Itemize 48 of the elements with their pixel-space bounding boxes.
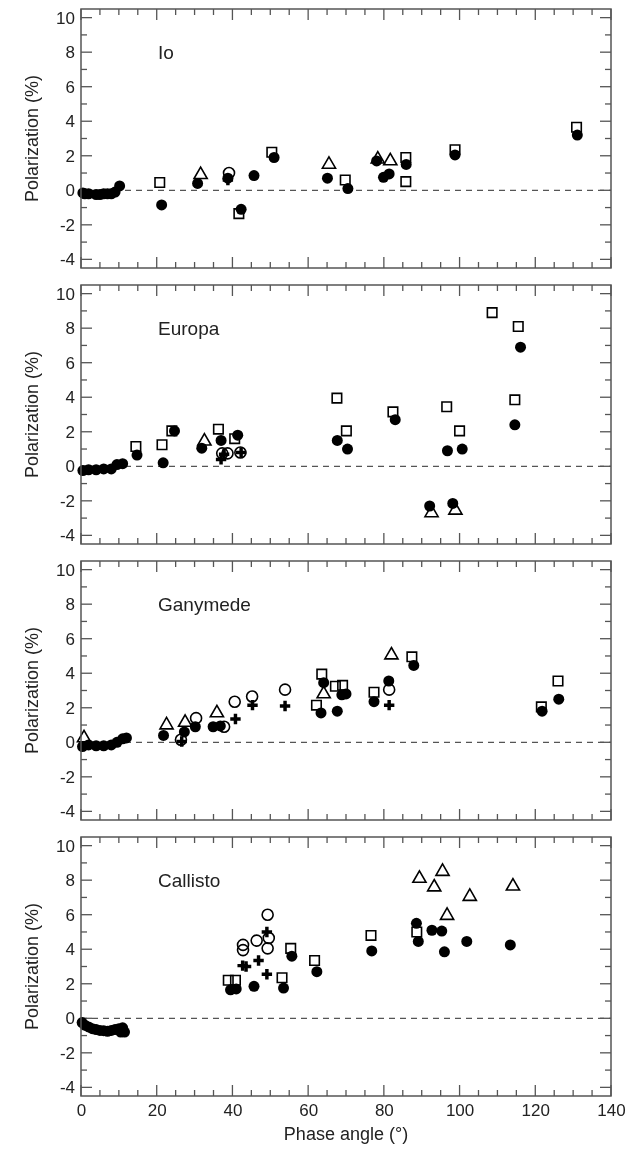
y-tick-label: -2 (59, 491, 75, 511)
x-tick-label: 40 (223, 1101, 243, 1121)
y-tick-label: 0 (65, 733, 75, 753)
y-tick-label: 0 (65, 457, 75, 477)
y-tick-label: 0 (65, 181, 75, 201)
text: Callisto (158, 870, 221, 891)
x-tick-label: 140 (597, 1101, 626, 1121)
text: Europa (158, 318, 220, 339)
y-tick-label: 10 (56, 284, 75, 304)
x-tick-label: 120 (521, 1101, 550, 1121)
x-tick-label: 20 (147, 1101, 167, 1121)
y-tick-label: 6 (65, 77, 75, 97)
y-tick-label: 2 (65, 974, 75, 994)
y-tick-label: 4 (65, 112, 75, 132)
y-axis-title: Polarization (%) (22, 626, 42, 755)
y-tick-label: 6 (65, 905, 75, 925)
y-tick-label: 4 (65, 664, 75, 684)
x-tick-label: 100 (445, 1101, 475, 1121)
y-tick-label: 8 (65, 595, 75, 615)
y-tick-label: 0 (65, 1009, 75, 1029)
y-tick-label: 4 (65, 388, 75, 408)
y-tick-label: 2 (65, 146, 75, 166)
y-tick-label: -2 (59, 215, 75, 235)
text: Ganymede (158, 594, 251, 615)
y-tick-label: 2 (65, 698, 75, 718)
x-axis-title: Phase angle (°) (283, 1124, 409, 1144)
y-tick-label: 6 (65, 353, 75, 373)
x-tick-label: 60 (299, 1101, 319, 1121)
y-tick-label: 2 (65, 422, 75, 442)
y-tick-label: 8 (65, 319, 75, 339)
y-tick-label: 10 (56, 8, 75, 28)
y-tick-label: -4 (59, 526, 75, 546)
y-tick-label: -2 (59, 1043, 75, 1063)
y-tick-label: 6 (65, 629, 75, 649)
y-axis-title: Polarization (%) (22, 350, 42, 479)
y-tick-label: 10 (56, 836, 75, 856)
text: Io (158, 42, 174, 63)
x-tick-label: 80 (374, 1101, 394, 1121)
y-axis-title: Polarization (%) (22, 902, 42, 1031)
y-tick-label: 8 (65, 43, 75, 63)
y-tick-label: -4 (59, 1078, 75, 1098)
y-tick-label: -2 (59, 767, 75, 787)
y-tick-label: 10 (56, 560, 75, 580)
y-tick-label: -4 (59, 802, 75, 822)
y-tick-label: 8 (65, 871, 75, 891)
y-tick-label: 4 (65, 940, 75, 960)
y-tick-label: -4 (59, 250, 75, 270)
y-axis-title: Polarization (%) (22, 74, 42, 203)
